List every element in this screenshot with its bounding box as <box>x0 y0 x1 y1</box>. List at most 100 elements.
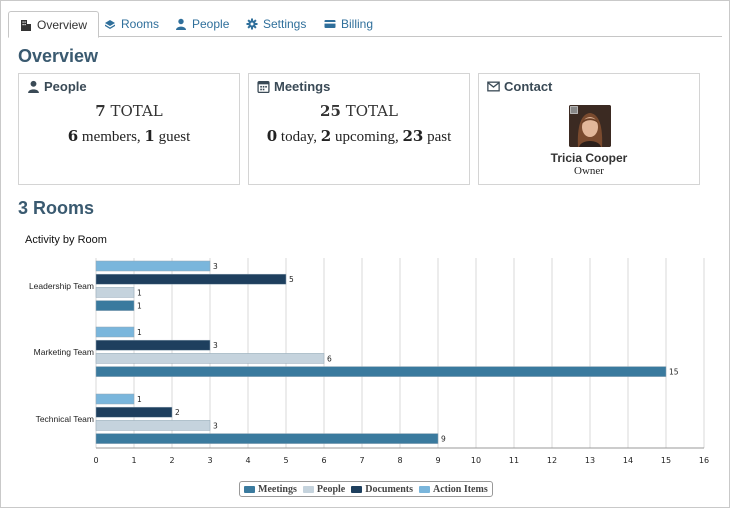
x-tick-label: 7 <box>359 456 364 465</box>
category-label: Marketing Team <box>34 347 94 357</box>
rooms-heading: 3 Rooms <box>18 198 95 218</box>
contact-card: Contact Tricia Cooper Owner <box>478 73 700 185</box>
upcoming-label: upcoming, <box>334 129 399 145</box>
category-label: Technical Team <box>36 414 94 424</box>
bar-meetings <box>95 366 667 377</box>
contact-name[interactable]: Tricia Cooper <box>550 151 628 165</box>
legend-item-documents[interactable]: Documents <box>351 484 413 495</box>
people-card-title: People <box>27 79 87 94</box>
card-title-label: Meetings <box>274 79 331 94</box>
data-label: 9 <box>441 435 446 444</box>
x-tick-label: 13 <box>585 456 595 465</box>
legend-label: Action Items <box>433 483 488 495</box>
tab-overview[interactable]: Overview <box>8 11 100 38</box>
x-tick-label: 11 <box>509 456 519 465</box>
past-label: past <box>427 129 452 145</box>
tab-settings[interactable]: Settings <box>235 11 317 37</box>
bar-action-items <box>95 393 135 405</box>
x-tick-label: 2 <box>169 456 174 465</box>
people-breakdown: 6 members, 1 guest <box>19 127 239 146</box>
bar-action-items <box>95 326 135 338</box>
past-count: 23 <box>402 127 424 145</box>
bar-people <box>95 353 325 364</box>
today-label: today, <box>280 129 318 145</box>
data-label: 3 <box>213 421 218 430</box>
legend-label: Meetings <box>258 483 297 495</box>
gear-icon <box>246 18 258 30</box>
meetings-total: 25 TOTAL <box>249 102 469 120</box>
tab-label: Rooms <box>121 17 160 31</box>
x-tick-label: 3 <box>207 456 212 465</box>
chart-title: Activity by Room <box>25 234 107 246</box>
upcoming-count: 2 <box>320 127 332 145</box>
data-label: 3 <box>213 341 218 350</box>
people-total-number: 7 <box>95 102 106 120</box>
data-label: 15 <box>669 368 679 377</box>
data-label: 6 <box>327 354 332 363</box>
person-icon <box>28 80 39 93</box>
legend-swatch-people <box>302 485 314 493</box>
person-icon <box>176 18 186 30</box>
envelope-icon <box>487 81 500 92</box>
bar-people <box>95 287 135 298</box>
avatar[interactable] <box>569 105 611 147</box>
x-tick-label: 12 <box>547 456 557 465</box>
tab-label: Billing <box>341 17 374 31</box>
calendar-icon <box>257 80 270 93</box>
data-label: 2 <box>175 408 180 417</box>
data-label: 1 <box>137 395 142 404</box>
x-tick-label: 9 <box>435 456 440 465</box>
chart-legend: Meetings People Documents Action Items <box>239 481 493 497</box>
legend-label: Documents <box>365 483 413 495</box>
x-tick-label: 10 <box>471 456 481 465</box>
data-label: 3 <box>213 262 218 271</box>
meetings-card-title: Meetings <box>257 79 330 94</box>
x-tick-label: 6 <box>321 456 326 465</box>
x-tick-label: 1 <box>131 456 136 465</box>
contact-card-title: Contact <box>487 79 552 94</box>
x-tick-label: 8 <box>397 456 402 465</box>
category-label: Leadership Team <box>29 281 94 291</box>
x-tick-label: 14 <box>623 456 633 465</box>
people-card: People 7 TOTAL 6 members, 1 guest <box>18 73 240 185</box>
legend-swatch-meetings <box>244 485 255 493</box>
legend-label: People <box>316 483 346 495</box>
data-label: 1 <box>137 302 142 311</box>
meetings-card: Meetings 25 TOTAL 0 today, 2 upcoming, 2… <box>248 73 470 185</box>
legend-item-meetings[interactable]: Meetings <box>244 484 297 495</box>
tab-bar: Overview Rooms People Settings Billing <box>8 11 722 38</box>
guests-label: guest <box>158 129 191 145</box>
x-tick-label: 5 <box>283 456 288 465</box>
legend-swatch-documents <box>351 485 363 493</box>
guests-count: 1 <box>144 127 155 145</box>
page-title: Overview <box>18 46 99 66</box>
tab-billing[interactable]: Billing <box>313 11 384 37</box>
meetings-breakdown: 0 today, 2 upcoming, 23 past <box>249 127 469 146</box>
tab-label: Overview <box>37 17 88 32</box>
contact-role: Owner <box>574 165 604 177</box>
bar-people <box>95 420 211 431</box>
avatar-photo <box>569 105 611 147</box>
credit-card-icon <box>324 20 336 28</box>
legend-item-people[interactable]: People <box>302 483 346 495</box>
data-label: 1 <box>137 288 142 297</box>
x-tick-label: 16 <box>699 456 709 465</box>
x-tick-label: 0 <box>93 456 98 465</box>
bar-documents <box>95 273 287 285</box>
today-count: 0 <box>266 127 278 145</box>
meetings-total-number: 25 <box>320 102 341 120</box>
data-label: 1 <box>137 328 142 337</box>
card-title-label: Contact <box>504 79 553 94</box>
room-icon <box>105 20 115 29</box>
people-total: 7 TOTAL <box>19 102 239 120</box>
people-total-label: TOTAL <box>110 102 163 120</box>
tab-rooms[interactable]: Rooms <box>93 11 170 37</box>
bar-meetings <box>95 300 135 311</box>
bar-action-items <box>95 260 211 272</box>
tab-people[interactable]: People <box>164 11 240 37</box>
members-count: 6 <box>67 127 79 145</box>
legend-item-action-items[interactable]: Action Items <box>419 484 488 495</box>
bar-documents <box>95 406 173 418</box>
x-tick-label: 4 <box>245 456 250 465</box>
